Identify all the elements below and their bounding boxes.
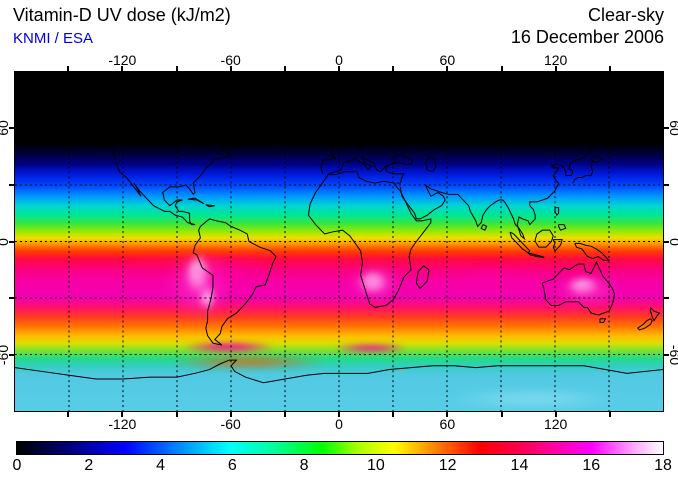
lon-tick-label-top: -60 — [220, 52, 241, 68]
colorbar-tick-label: 14 — [510, 457, 529, 474]
colorbar-tick-label: 16 — [582, 457, 601, 474]
coastline-caspian — [424, 156, 437, 173]
colorbar — [16, 441, 664, 455]
coastline-antarctica — [15, 359, 663, 384]
coastline-sri_lanka — [480, 224, 488, 231]
axis-tick — [446, 66, 449, 71]
axis-tick — [608, 66, 611, 71]
coastline-japan — [572, 156, 603, 184]
axis-tick — [392, 412, 395, 417]
coastline-ireland — [320, 137, 329, 147]
axis-tick — [175, 412, 178, 417]
axis-tick — [608, 412, 611, 417]
coastline-greenland — [214, 84, 308, 129]
axis-tick — [229, 66, 232, 71]
lon-tick-label-top: 120 — [543, 52, 568, 68]
axis-tick — [9, 297, 14, 300]
lat-tick-label-right: 0 — [667, 238, 678, 246]
colorbar-tick-label: 4 — [156, 457, 165, 474]
axis-tick — [175, 66, 178, 71]
coastline-cuba — [187, 197, 205, 205]
colorbar-tick-label: 0 — [12, 457, 22, 474]
axis-tick — [9, 354, 14, 357]
coastline-borneo — [534, 229, 554, 248]
coastline-scandinavia — [347, 107, 394, 137]
map-date-label: 16 December 2006 — [510, 27, 664, 47]
coastline-graticule-svg — [15, 72, 663, 411]
coastline-nz_south — [637, 318, 653, 331]
axis-tick — [283, 66, 286, 71]
axis-tick — [664, 297, 669, 300]
coastline-australia — [541, 261, 615, 316]
data-source-label: KNMI / ESA — [13, 30, 94, 47]
page-title: Vitamin-D UV dose (kJ/m2) — [13, 5, 231, 25]
lat-tick-label-left: 60 — [0, 120, 11, 136]
colorbar-tick-label: 8 — [299, 457, 309, 474]
sky-condition-label: Clear-sky — [587, 5, 664, 25]
axis-tick — [67, 66, 70, 71]
lon-tick-label-bottom: -60 — [220, 416, 241, 432]
coastline-west_europe — [320, 127, 394, 174]
axis-tick — [283, 412, 286, 417]
axis-tick — [664, 354, 669, 357]
lon-tick-label-top: -120 — [108, 52, 137, 68]
axis-tick — [446, 412, 449, 417]
axis-tick — [121, 66, 124, 71]
coastline-sumatra — [509, 231, 531, 254]
axis-tick — [554, 66, 557, 71]
coastline-uk — [327, 131, 342, 148]
colorbar-tick-label: 12 — [438, 457, 457, 474]
coastline-south_asia — [399, 112, 663, 241]
coastline-java — [527, 252, 545, 258]
coastline-tasmania — [599, 318, 607, 324]
axis-tick — [9, 183, 14, 186]
axis-tick — [392, 66, 395, 71]
colorbar-tick-label: 2 — [84, 457, 94, 474]
coastline-north_america — [37, 107, 240, 226]
coastline-new_guinea — [574, 242, 611, 261]
axis-tick — [229, 412, 232, 417]
axis-tick — [664, 183, 669, 186]
lat-tick-label-left: 0 — [0, 238, 11, 246]
axis-tick — [121, 412, 124, 417]
world-uv-heatmap — [14, 71, 664, 412]
coastline-mediterranean_north — [328, 155, 405, 184]
colorbar-tick-label: 10 — [366, 457, 385, 474]
axis-tick — [9, 126, 14, 129]
lon-tick-label-top: 60 — [439, 52, 456, 68]
lon-tick-label-bottom: 120 — [543, 416, 568, 432]
lon-tick-label-bottom: -120 — [108, 416, 137, 432]
axis-tick — [500, 66, 503, 71]
coastline-hispaniola — [205, 204, 215, 208]
coastline-black_sea — [391, 154, 414, 165]
axis-tick — [67, 412, 70, 417]
coastline-sulawesi — [552, 239, 563, 252]
axis-tick — [500, 412, 503, 417]
coastline-madagascar — [415, 265, 430, 290]
lat-tick-label-right: -60 — [667, 345, 678, 366]
axis-tick — [664, 126, 669, 129]
lat-tick-label-left: -60 — [0, 345, 11, 366]
axis-tick — [338, 66, 340, 71]
lon-tick-label-top: 0 — [335, 52, 343, 68]
coastline-nz_north — [649, 307, 661, 322]
coastline-luzon — [554, 207, 560, 217]
axis-tick — [9, 240, 14, 243]
axis-tick — [554, 412, 557, 417]
coastline-mindanao — [558, 224, 567, 231]
colorbar-tick-label: 18 — [654, 457, 672, 474]
coastline-south_america — [192, 218, 277, 346]
coastline-africa — [307, 171, 432, 308]
lon-tick-label-bottom: 0 — [335, 416, 343, 432]
lon-tick-label-bottom: 60 — [439, 416, 456, 432]
lat-tick-label-right: 60 — [667, 120, 678, 136]
colorbar-tick-label: 6 — [227, 457, 237, 474]
axis-tick — [338, 412, 340, 417]
axis-tick — [664, 240, 669, 243]
